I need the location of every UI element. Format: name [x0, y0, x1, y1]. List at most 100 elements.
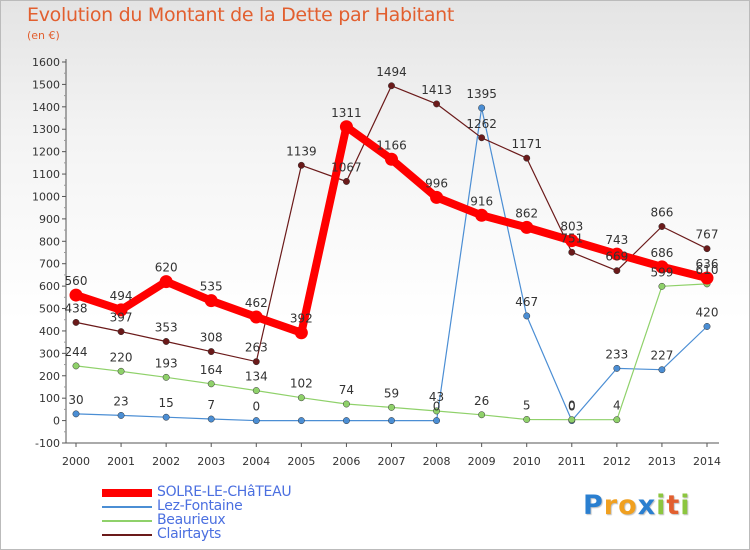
series-1-point	[433, 417, 441, 425]
legend-label: Lez-Fontaine	[157, 498, 243, 514]
series-3-data-label: 438	[65, 301, 88, 315]
series-0-data-label: 535	[200, 280, 223, 294]
logo-letter: i	[680, 490, 691, 521]
series-1-data-label: 0	[433, 400, 441, 414]
x-tick-label: 2005	[287, 455, 315, 468]
series-2-data-label: 134	[245, 370, 268, 384]
series-0-data-label: 620	[155, 261, 178, 275]
series-1-point	[388, 417, 395, 425]
x-tick-label: 2008	[423, 455, 451, 468]
series-2-data-label: 599	[650, 265, 673, 279]
y-tick-label: 1300	[32, 123, 60, 136]
series-1-point	[478, 104, 486, 112]
series-3-data-label: 1494	[376, 65, 407, 79]
series-0-data-label: 636	[696, 257, 719, 271]
series-0-data-label: 803	[560, 220, 583, 234]
series-2-data-label: 4	[613, 399, 621, 413]
logo-letter: i	[656, 490, 667, 521]
series-0-point	[520, 220, 534, 234]
series-0-point	[204, 294, 218, 308]
series-0-data-label: 686	[650, 246, 673, 260]
series-0-data-label: 916	[470, 194, 493, 208]
series-3-point	[207, 348, 215, 356]
series-1-data-label: 1395	[466, 87, 497, 101]
series-0-data-label: 560	[65, 274, 88, 288]
series-0-point	[430, 190, 444, 204]
chart-title: Evolution du Montant de la Dette par Hab…	[27, 4, 455, 26]
series-3-point	[252, 358, 260, 366]
y-tick-label: 1200	[32, 146, 60, 159]
series-3-point	[72, 318, 80, 326]
series-3-data-label: 751	[560, 231, 583, 245]
chart-subtitle: (en €)	[27, 29, 60, 42]
series-1-data-label: 0	[568, 400, 576, 414]
series-1-point	[342, 417, 350, 425]
series-2-point	[568, 416, 576, 424]
series-2-data-label: 0	[568, 399, 576, 413]
legend-swatch	[102, 506, 152, 508]
logo-letter: P	[583, 490, 604, 521]
series-2-data-label: 26	[474, 394, 489, 408]
series-0-point	[114, 303, 128, 317]
series-1-data-label: 7	[207, 398, 215, 412]
series-0-point	[339, 120, 353, 134]
series-3-data-label: 1171	[511, 137, 542, 151]
series-1-point	[297, 417, 305, 425]
series-1-data-label: 23	[113, 394, 128, 408]
series-2-point	[478, 411, 486, 419]
series-0-data-label: 1166	[376, 138, 407, 152]
y-tick-label: 800	[39, 235, 60, 248]
series-3-point	[478, 134, 486, 142]
y-tick-label: 0	[53, 415, 60, 428]
y-tick-label: 1500	[32, 78, 60, 91]
series-2-point	[433, 407, 441, 415]
series-2-data-label: 610	[696, 263, 719, 277]
series-2-data-label: 244	[65, 345, 88, 359]
logo-letter: t	[666, 490, 681, 521]
y-tick-label: 1000	[32, 190, 60, 203]
series-1-point	[658, 366, 666, 374]
series-2-point	[207, 380, 215, 388]
series-0-data-label: 862	[515, 206, 538, 220]
legend-swatch	[102, 534, 152, 536]
series-2-point	[613, 416, 621, 424]
series-3-point	[342, 178, 350, 185]
series-3-data-label: 1067	[331, 160, 362, 174]
series-3-point	[703, 245, 711, 253]
series-2-point	[72, 362, 80, 370]
series-2-point	[297, 394, 305, 402]
series-0-data-label: 743	[605, 233, 628, 247]
x-tick-label: 2003	[197, 455, 225, 468]
series-0-data-label: 996	[425, 176, 448, 190]
series-2-data-label: 5	[523, 398, 531, 412]
x-tick-label: 2000	[62, 455, 90, 468]
series-3-data-label: 397	[110, 311, 133, 325]
y-tick-label: 600	[39, 280, 60, 293]
series-0-data-label: 392	[290, 312, 313, 326]
series-0-point	[69, 288, 83, 302]
series-3-point	[658, 223, 666, 230]
series-2-point	[523, 416, 531, 423]
legend-label: SOLRE-LE-CHâTEAU	[157, 484, 292, 500]
series-3-data-label: 308	[200, 331, 223, 345]
x-tick-label: 2002	[152, 455, 180, 468]
series-2-point	[658, 282, 666, 290]
series-3-data-label: 353	[155, 320, 178, 334]
series-1-point	[117, 411, 125, 419]
series-3-point	[568, 248, 576, 256]
series-2-point	[162, 373, 170, 381]
series-2-point	[388, 403, 395, 411]
series-1-data-label: 420	[696, 305, 719, 319]
y-tick-label: 700	[39, 258, 60, 271]
legend-swatch	[102, 520, 152, 522]
series-2-point	[342, 400, 350, 408]
series-1-data-label: 233	[605, 347, 628, 361]
y-tick-label: 300	[39, 347, 60, 360]
series-3-data-label: 1139	[286, 144, 317, 158]
series-0-point	[159, 275, 173, 289]
series-3-data-label: 669	[605, 250, 628, 264]
series-3-point	[117, 328, 125, 336]
series-3-point	[388, 82, 395, 90]
